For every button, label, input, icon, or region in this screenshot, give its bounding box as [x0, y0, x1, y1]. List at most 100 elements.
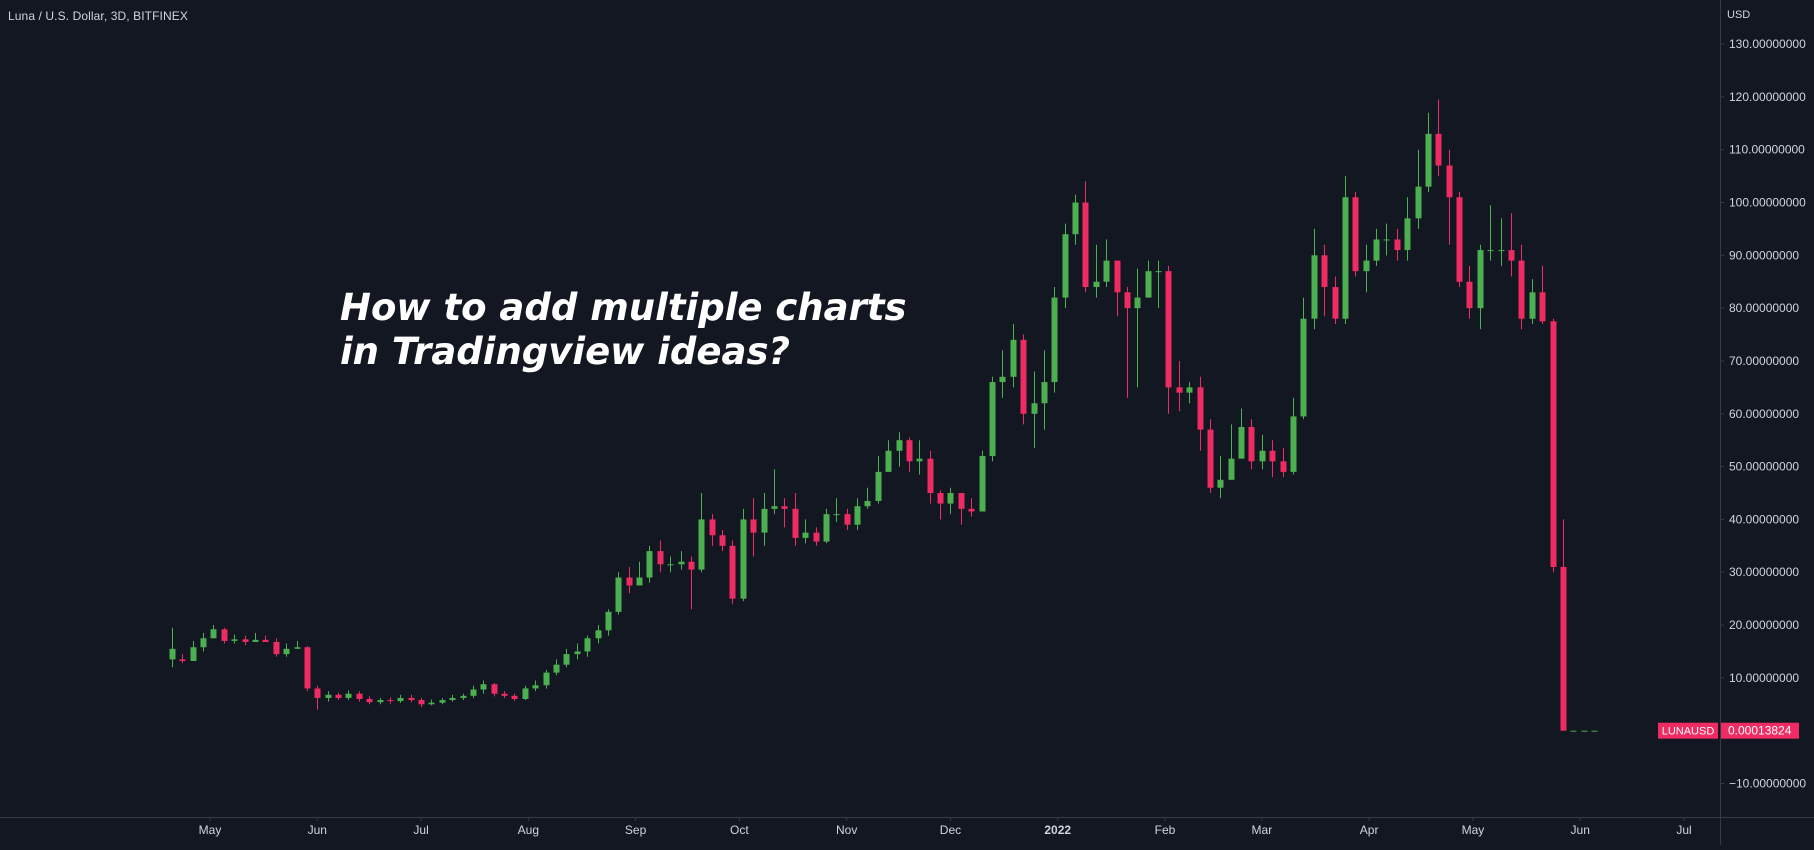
- candle: [1332, 276, 1339, 324]
- candle: [1010, 323, 1017, 388]
- ticker-badge: [1658, 722, 1718, 739]
- candle-body: [657, 551, 664, 565]
- candle: [356, 691, 363, 702]
- candle: [1498, 218, 1505, 266]
- candle: [1373, 228, 1380, 266]
- candle: [304, 646, 311, 692]
- candle-body: [1508, 250, 1515, 261]
- candle-body: [761, 508, 768, 533]
- candle-body: [1290, 416, 1297, 472]
- price-axis[interactable]: USD 130.00000000 120.00000000 110.00000000 1…: [1720, 0, 1806, 845]
- candle: [252, 632, 259, 642]
- candle-body: [937, 493, 944, 504]
- candle-body: [709, 519, 716, 536]
- candle-body: [1062, 234, 1069, 298]
- candle-body: [1363, 260, 1370, 272]
- candle-body: [1031, 403, 1038, 414]
- symbol-title: Luna / U.S. Dollar, 3D, BITFINEX: [8, 9, 188, 23]
- candle-body: [1518, 260, 1525, 319]
- candle-body: [678, 561, 685, 565]
- candle: [408, 694, 415, 703]
- candle-body: [792, 508, 799, 538]
- candle: [1394, 228, 1401, 261]
- candle-body: [231, 639, 238, 641]
- candle-body: [491, 684, 498, 694]
- candle: [1300, 297, 1307, 420]
- ticker-badge-label: LUNAUSD: [1662, 726, 1715, 738]
- candle-body: [262, 639, 269, 642]
- candle-body: [283, 648, 290, 655]
- time-tick-label: Jul: [1676, 823, 1691, 837]
- candle-body: [190, 647, 197, 661]
- candle: [1321, 244, 1328, 317]
- candle-body: [999, 376, 1006, 383]
- time-tick-label: Jul: [413, 823, 428, 837]
- time-axis[interactable]: May Jun Jul Aug Sep Oct Nov Dec 2022 Feb Mar Apr May…: [0, 817, 1814, 837]
- candle: [480, 680, 487, 694]
- price-tick-label: 50.00000000: [1729, 460, 1799, 474]
- candle: [999, 350, 1006, 398]
- candle: [1446, 149, 1453, 245]
- candle-body: [511, 695, 518, 700]
- candle-body: [252, 639, 259, 642]
- candle-body: [1425, 133, 1432, 187]
- candle-body: [1072, 202, 1079, 235]
- candle: [1518, 244, 1525, 330]
- candle: [1207, 419, 1214, 494]
- candle-body: [1186, 387, 1193, 393]
- candle: [532, 680, 539, 692]
- candle: [595, 625, 602, 644]
- candle: [1062, 223, 1069, 309]
- candle: [1425, 112, 1432, 192]
- candle-body: [1041, 382, 1048, 404]
- candle: [325, 691, 332, 702]
- candle: [1134, 268, 1141, 388]
- candle-body: [1477, 250, 1484, 309]
- candle: [1165, 265, 1172, 414]
- candle-body: [698, 519, 705, 570]
- candle: [781, 498, 788, 528]
- candle: [1456, 191, 1463, 288]
- candle-body: [1539, 292, 1546, 322]
- candle-body: [574, 651, 581, 655]
- candle-body: [1404, 218, 1411, 251]
- candle: [729, 540, 736, 604]
- candle: [1197, 376, 1204, 451]
- candle-body: [1020, 339, 1027, 414]
- candle-body: [906, 440, 913, 462]
- time-tick-label: Jun: [308, 823, 327, 837]
- candle: [1290, 397, 1297, 475]
- candle: [802, 519, 809, 544]
- candle: [1155, 260, 1162, 309]
- candle: [823, 508, 830, 544]
- candle: [1352, 191, 1359, 277]
- candle: [242, 635, 249, 646]
- candle-body: [169, 648, 176, 660]
- price-tick-label: −10.00000000: [1729, 777, 1806, 791]
- time-tick-label: Oct: [730, 823, 749, 837]
- candle-body: [563, 654, 570, 665]
- price-tick-label: 60.00000000: [1729, 407, 1799, 421]
- time-tick-label: Apr: [1360, 823, 1379, 837]
- candle-body: [439, 700, 446, 703]
- candles-layer: [169, 99, 1598, 732]
- candle: [1145, 260, 1152, 298]
- candle-body: [802, 532, 809, 538]
- candle-body: [1155, 271, 1162, 273]
- candle: [1539, 265, 1546, 324]
- candle-body: [1145, 271, 1152, 298]
- candle: [491, 683, 498, 697]
- candle: [1217, 456, 1224, 499]
- candle-body: [875, 471, 882, 501]
- candle-body: [1134, 297, 1141, 309]
- candle-body: [823, 514, 830, 542]
- candle-body: [1435, 133, 1442, 166]
- candle-body: [1103, 260, 1110, 282]
- candle-body: [1581, 730, 1588, 732]
- candle-body: [408, 697, 415, 701]
- candle: [574, 643, 581, 660]
- candle-body: [636, 577, 643, 586]
- candle: [1031, 371, 1038, 449]
